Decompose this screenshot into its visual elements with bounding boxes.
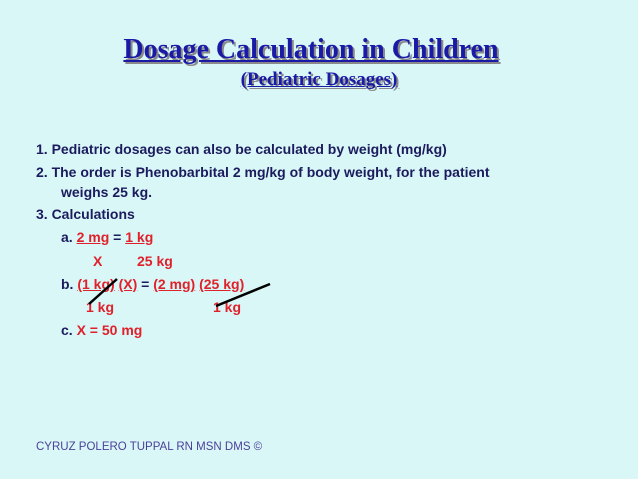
calc-b-equals: = bbox=[141, 276, 150, 292]
calc-a-prefix: a. bbox=[61, 229, 73, 245]
calc-b-term-2: (X) bbox=[118, 276, 138, 292]
slide-title: Dosage Calculation in Children bbox=[123, 34, 499, 65]
calc-a-row: a. 2 mg = 1 kg bbox=[61, 229, 153, 245]
calc-b-term-3: (2 mg) bbox=[153, 276, 196, 292]
point-2-line-2: weighs 25 kg. bbox=[61, 184, 153, 200]
calc-a-numerator-1: 2 mg bbox=[76, 229, 110, 245]
calc-a-denominator-1: X bbox=[93, 253, 103, 269]
calc-c-row: c. X = 50 mg bbox=[61, 322, 142, 338]
calc-b-term-4: (25 kg) bbox=[199, 276, 245, 292]
calc-c-result: X = 50 mg bbox=[76, 322, 143, 338]
calc-b-row: b. (1 kg) (X) = (2 mg) (25 kg) bbox=[61, 276, 244, 292]
point-2-line-1: 2. The order is Phenobarbital 2 mg/kg of… bbox=[36, 164, 490, 180]
footer-credit: CYRUZ POLERO TUPPAL RN MSN DMS © bbox=[36, 441, 263, 453]
calc-b-denominator-2: 1 kg bbox=[213, 299, 242, 315]
point-3: 3. Calculations bbox=[36, 206, 135, 222]
calc-a-denominator-2: 25 kg bbox=[137, 253, 173, 269]
calc-b-prefix: b. bbox=[61, 276, 74, 292]
point-1: 1. Pediatric dosages can also be calcula… bbox=[36, 141, 447, 157]
calc-b-denominator-1: 1 kg bbox=[86, 299, 115, 315]
calc-a-equals: = bbox=[113, 229, 122, 245]
calc-a-numerator-2: 1 kg bbox=[125, 229, 154, 245]
calc-b-term-1: (1 kg) bbox=[77, 276, 115, 292]
calc-c-prefix: c. bbox=[61, 322, 73, 338]
slide-subtitle: (Pediatric Dosages) bbox=[240, 69, 398, 90]
